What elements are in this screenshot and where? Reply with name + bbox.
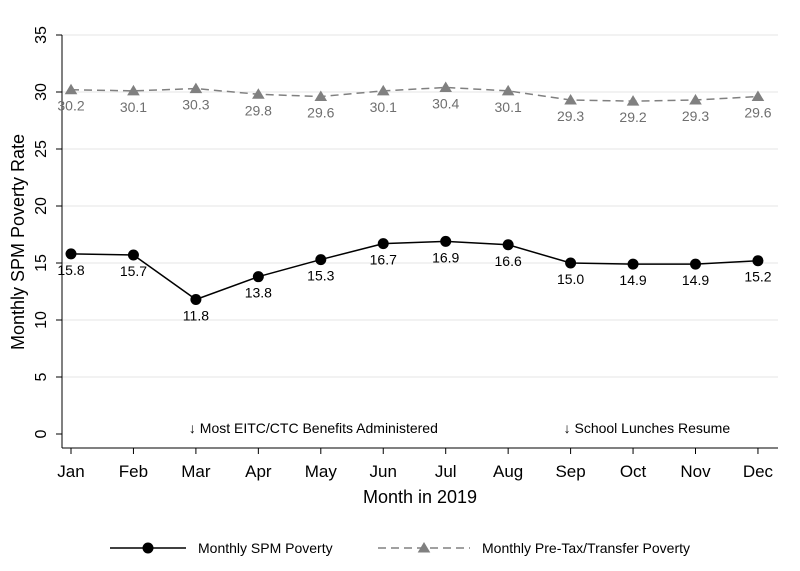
data-point: [376, 84, 390, 96]
y-ticks: 0 5 10 15 20 25 30 35: [33, 26, 62, 438]
data-point: [189, 82, 203, 94]
data-point: [127, 249, 139, 261]
y-tick-label: 5: [33, 372, 50, 381]
data-point: [501, 84, 515, 96]
data-point: [440, 235, 452, 247]
data-point: [315, 254, 327, 266]
x-tick-label: Feb: [119, 462, 148, 481]
x-tick-label: Oct: [620, 462, 647, 481]
y-tick-label: 35: [33, 26, 50, 44]
data-point: [127, 84, 140, 96]
data-point: [252, 271, 264, 283]
data-label: 16.6: [495, 253, 522, 269]
annotations: ↓ Most EITC/CTC Benefits Administered ↓ S…: [189, 420, 730, 436]
x-tick-label: Dec: [743, 462, 774, 481]
y-tick-label: 25: [33, 140, 50, 158]
data-point: [377, 238, 389, 250]
y-tick-label: 30: [33, 83, 50, 101]
data-point: [64, 83, 78, 95]
data-label: 30.1: [370, 99, 397, 115]
data-point: [252, 88, 265, 99]
data-label: 30.4: [432, 95, 459, 111]
data-label: 29.6: [307, 105, 334, 121]
data-point: [689, 93, 702, 105]
data-label: 16.9: [432, 249, 459, 265]
data-label: 14.9: [619, 272, 646, 288]
legend-marker: [417, 542, 431, 553]
data-point: [502, 239, 514, 251]
data-point: [439, 81, 452, 92]
data-label: 15.3: [307, 268, 334, 284]
data-label: 29.2: [619, 109, 646, 125]
legend: Monthly SPM Poverty Monthly Pre-Tax/Trans…: [110, 540, 690, 556]
axes: [61, 35, 778, 449]
x-tick-label: Jun: [370, 462, 397, 481]
data-label: 30.1: [120, 99, 147, 115]
x-ticks: Jan Feb Mar Apr May Jun Jul Aug Sep Oct Nov Dec: [57, 448, 774, 481]
data-label: 15.7: [120, 263, 147, 279]
data-label: 30.1: [495, 99, 522, 115]
data-point: [190, 293, 202, 305]
x-tick-label: Aug: [493, 462, 523, 481]
series: 15.8 15.7 11.8 13.8 15.3 16.7 16.9 16.6 15.0 14.9…: [57, 81, 772, 323]
data-label: 29.3: [682, 108, 709, 124]
data-point: [690, 258, 701, 270]
data-label: 15.2: [744, 269, 771, 285]
y-tick-label: 10: [33, 311, 50, 329]
data-point: [565, 257, 577, 269]
data-point: [626, 95, 640, 106]
series-line: [70, 240, 758, 301]
data-label: 16.7: [370, 252, 397, 268]
data-point: [751, 90, 765, 102]
data-point: [627, 258, 639, 270]
y-tick-label: 20: [33, 197, 50, 215]
series-line: [70, 86, 758, 102]
x-tick-label: Mar: [181, 462, 211, 481]
data-label: 30.2: [57, 98, 84, 114]
y-axis-title: Monthly SPM Poverty Rate: [8, 134, 28, 350]
data-point: [314, 90, 328, 102]
y-tick-label: 15: [33, 254, 50, 272]
annotation: ↓ School Lunches Resume: [564, 420, 731, 436]
data-label: 29.6: [744, 105, 771, 121]
x-tick-label: Apr: [245, 462, 272, 481]
data-label: 29.3: [557, 108, 584, 124]
data-label: 30.3: [182, 97, 209, 113]
annotation: ↓ Most EITC/CTC Benefits Administered: [189, 420, 438, 436]
x-tick-label: May: [305, 462, 338, 481]
data-label: 15.0: [557, 271, 584, 287]
x-tick-label: Jul: [435, 462, 457, 481]
legend-label: Monthly SPM Poverty: [198, 540, 333, 556]
data-label: 29.8: [245, 102, 272, 118]
gridlines: [62, 34, 778, 378]
y-tick-label: 0: [33, 429, 50, 438]
data-label: 15.8: [57, 262, 84, 278]
data-label: 14.9: [682, 272, 709, 288]
data-label: 11.8: [183, 307, 209, 323]
x-tick-label: Nov: [680, 462, 711, 481]
data-point: [65, 248, 77, 260]
x-tick-label: Jan: [57, 462, 84, 481]
data-point: [752, 255, 764, 267]
legend-marker: [142, 542, 154, 554]
x-tick-label: Sep: [555, 462, 585, 481]
legend-label: Monthly Pre-Tax/Transfer Poverty: [482, 540, 690, 556]
data-point: [564, 93, 577, 105]
x-axis-title: Month in 2019: [363, 487, 477, 507]
data-label: 13.8: [245, 285, 272, 301]
